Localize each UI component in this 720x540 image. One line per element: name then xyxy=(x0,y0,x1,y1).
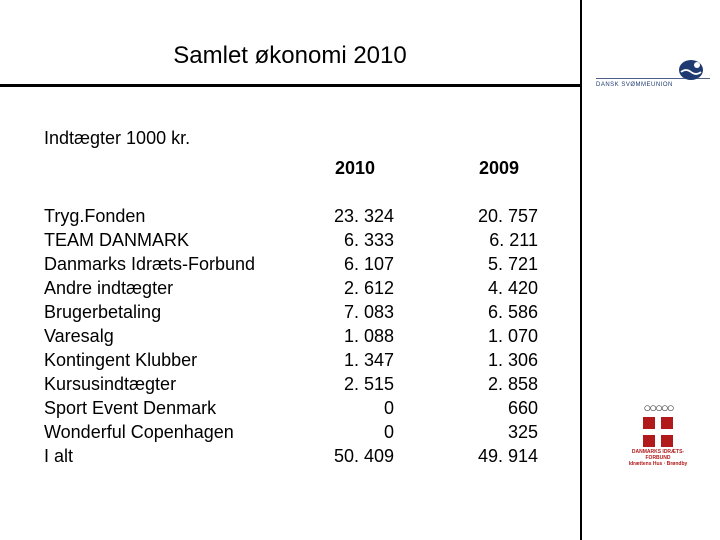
cell: 6. 586 xyxy=(460,300,538,324)
cell: 1. 306 xyxy=(460,348,538,372)
row-label: Wonderful Copenhagen xyxy=(44,420,255,444)
dif-logo: ○○○○○ DANMARKS IDRÆTS-FORBUND Idrættens … xyxy=(622,400,694,467)
row-label: Danmarks Idræts-Forbund xyxy=(44,252,255,276)
cell: 0 xyxy=(316,396,394,420)
cell: 2. 612 xyxy=(316,276,394,300)
row-label: TEAM DANMARK xyxy=(44,228,255,252)
row-label: Andre indtægter xyxy=(44,276,255,300)
row-label: Kursusindtægter xyxy=(44,372,255,396)
slide: Samlet økonomi 2010 Indtægter 1000 kr. 2… xyxy=(0,0,720,540)
column-2010: 23. 324 6. 333 6. 107 2. 612 7. 083 1. 0… xyxy=(316,204,394,468)
cell: 5. 721 xyxy=(460,252,538,276)
cell: 7. 083 xyxy=(316,300,394,324)
row-label: Kontingent Klubber xyxy=(44,348,255,372)
dansk-svommeunion-logo: DANSK SVØMMEUNION xyxy=(596,58,710,88)
row-labels: Tryg.Fonden TEAM DANMARK Danmarks Idræts… xyxy=(44,204,255,468)
logo-text: DANSK SVØMMEUNION xyxy=(596,82,673,88)
column-2009: 20. 757 6. 211 5. 721 4. 420 6. 586 1. 0… xyxy=(460,204,538,468)
cell: 6. 211 xyxy=(460,228,538,252)
row-label: Tryg.Fonden xyxy=(44,204,255,228)
row-label: Brugerbetaling xyxy=(44,300,255,324)
header: Samlet økonomi 2010 xyxy=(0,42,580,87)
row-label: Sport Event Denmark xyxy=(44,396,255,420)
cell: 0 xyxy=(316,420,394,444)
cell: 2. 515 xyxy=(316,372,394,396)
cell: 1. 070 xyxy=(460,324,538,348)
dif-logo-text-2: Idrættens Hus · Brøndby xyxy=(622,461,694,467)
row-label: Varesalg xyxy=(44,324,255,348)
column-header-2010: 2010 xyxy=(316,158,394,179)
column-header-2009: 2009 xyxy=(460,158,538,179)
title-underline xyxy=(0,84,580,87)
cell: 6. 333 xyxy=(316,228,394,252)
denmark-flag-icon xyxy=(643,417,673,447)
cell: 6. 107 xyxy=(316,252,394,276)
cell: 50. 409 xyxy=(316,444,394,468)
cell: 49. 914 xyxy=(460,444,538,468)
row-label: I alt xyxy=(44,444,255,468)
cell: 4. 420 xyxy=(460,276,538,300)
subtitle: Indtægter 1000 kr. xyxy=(44,128,190,149)
cell: 1. 088 xyxy=(316,324,394,348)
cell: 660 xyxy=(460,396,538,420)
cell: 20. 757 xyxy=(460,204,538,228)
page-title: Samlet økonomi 2010 xyxy=(0,42,580,84)
cell: 23. 324 xyxy=(316,204,394,228)
cell: 1. 347 xyxy=(316,348,394,372)
swim-logo-icon: DANSK SVØMMEUNION xyxy=(596,58,710,88)
olympic-rings-icon: ○○○○○ xyxy=(622,400,694,415)
dif-logo-text-1: DANMARKS IDRÆTS-FORBUND xyxy=(622,449,694,461)
cell: 2. 858 xyxy=(460,372,538,396)
cell: 325 xyxy=(460,420,538,444)
vertical-divider xyxy=(580,0,582,540)
